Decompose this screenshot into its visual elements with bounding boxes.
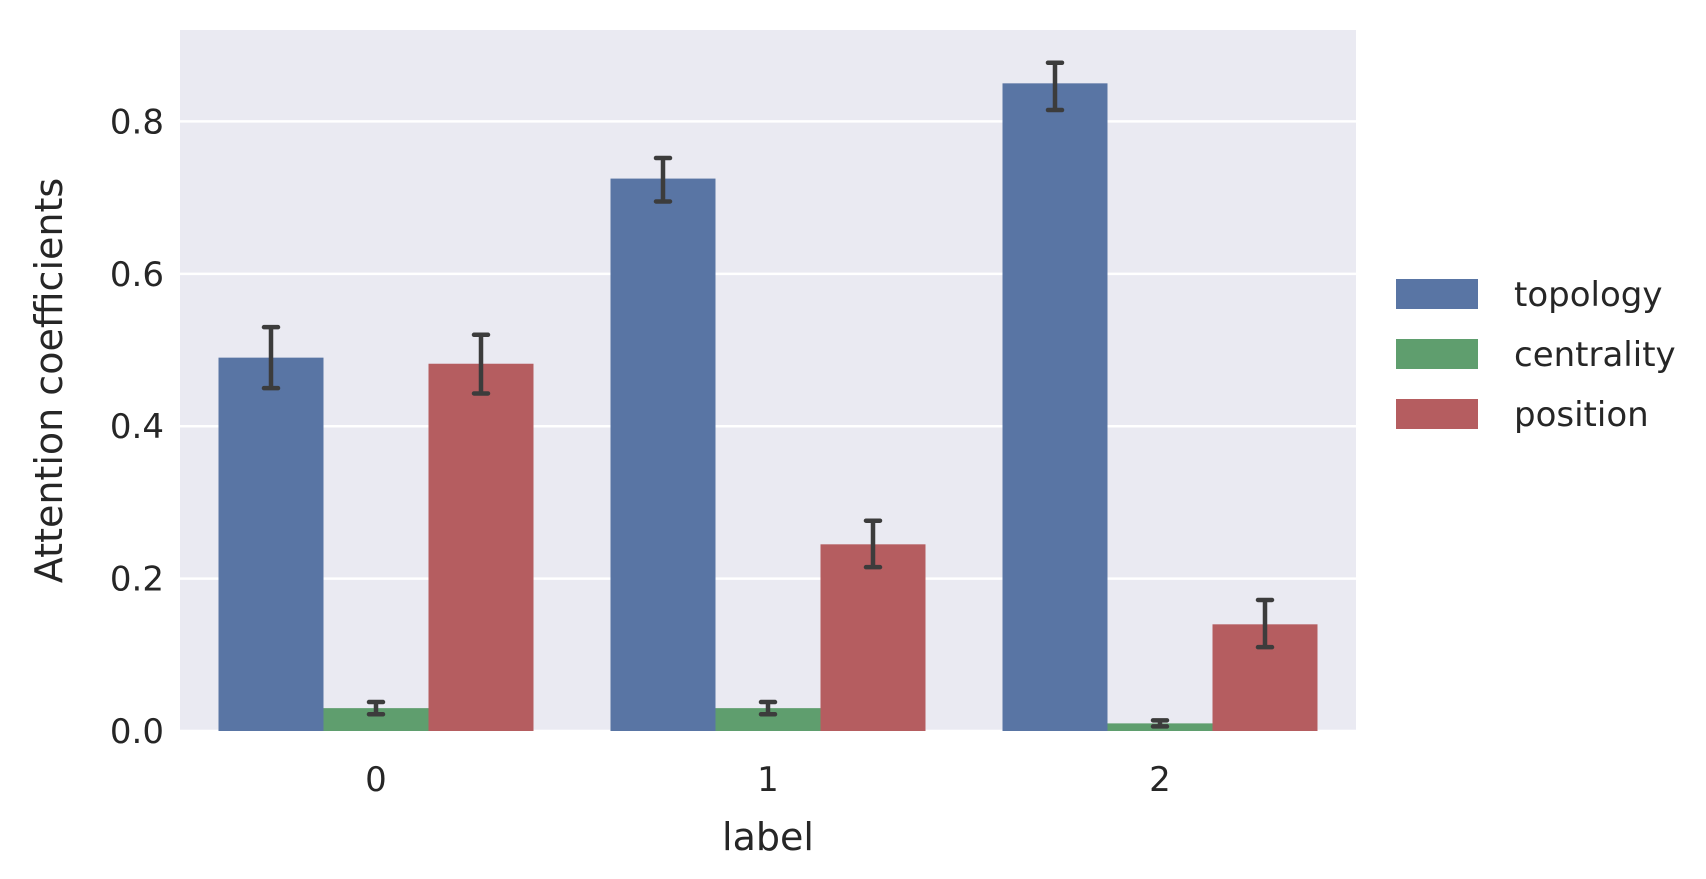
legend-swatch [1396, 279, 1478, 309]
legend-label: position [1514, 395, 1649, 435]
x-tick-label: 2 [1149, 760, 1171, 800]
error-bar-centrality [1150, 718, 1170, 729]
legend-item-centrality: centrality [1396, 335, 1676, 375]
legend-swatch [1396, 399, 1478, 429]
legend-swatch [1396, 339, 1478, 369]
bars [218, 83, 1318, 731]
y-tick-label: 0.0 [110, 712, 164, 752]
x-tick-label: 0 [365, 760, 387, 800]
bar-topology [1002, 83, 1108, 731]
bar-centrality [323, 708, 429, 731]
y-tick-label: 0.6 [110, 255, 164, 295]
y-tick-label: 0.4 [110, 407, 164, 447]
x-axis-ticks: 0 1 2 [365, 760, 1171, 800]
plot-area [180, 30, 1356, 731]
legend-label: topology [1514, 275, 1662, 315]
bar-topology [218, 357, 324, 731]
legend-item-position: position [1396, 395, 1649, 435]
error-bar-position [1255, 597, 1275, 650]
error-bar-topology [653, 155, 673, 204]
error-bar-centrality [758, 699, 778, 717]
legend-label: centrality [1514, 335, 1676, 375]
x-tick-label: 1 [757, 760, 779, 800]
bar-topology [610, 178, 716, 731]
bar-centrality [715, 708, 821, 731]
legend: topology centrality position [1396, 275, 1676, 435]
y-tick-label: 0.8 [110, 102, 164, 142]
bar-position [428, 363, 534, 731]
error-bars [261, 60, 1275, 729]
y-tick-label: 0.2 [110, 560, 164, 600]
error-bar-topology [261, 324, 281, 391]
error-bar-position [863, 518, 883, 570]
x-axis-label: label [722, 815, 814, 859]
error-bar-centrality [366, 699, 386, 717]
error-bar-topology [1045, 60, 1065, 113]
bar-position [820, 544, 926, 731]
error-bar-position [471, 332, 491, 396]
y-axis-ticks: 0.0 0.2 0.4 0.6 0.8 [110, 102, 164, 752]
legend-item-topology: topology [1396, 275, 1662, 315]
y-axis-label: Attention coefficients [27, 178, 71, 583]
